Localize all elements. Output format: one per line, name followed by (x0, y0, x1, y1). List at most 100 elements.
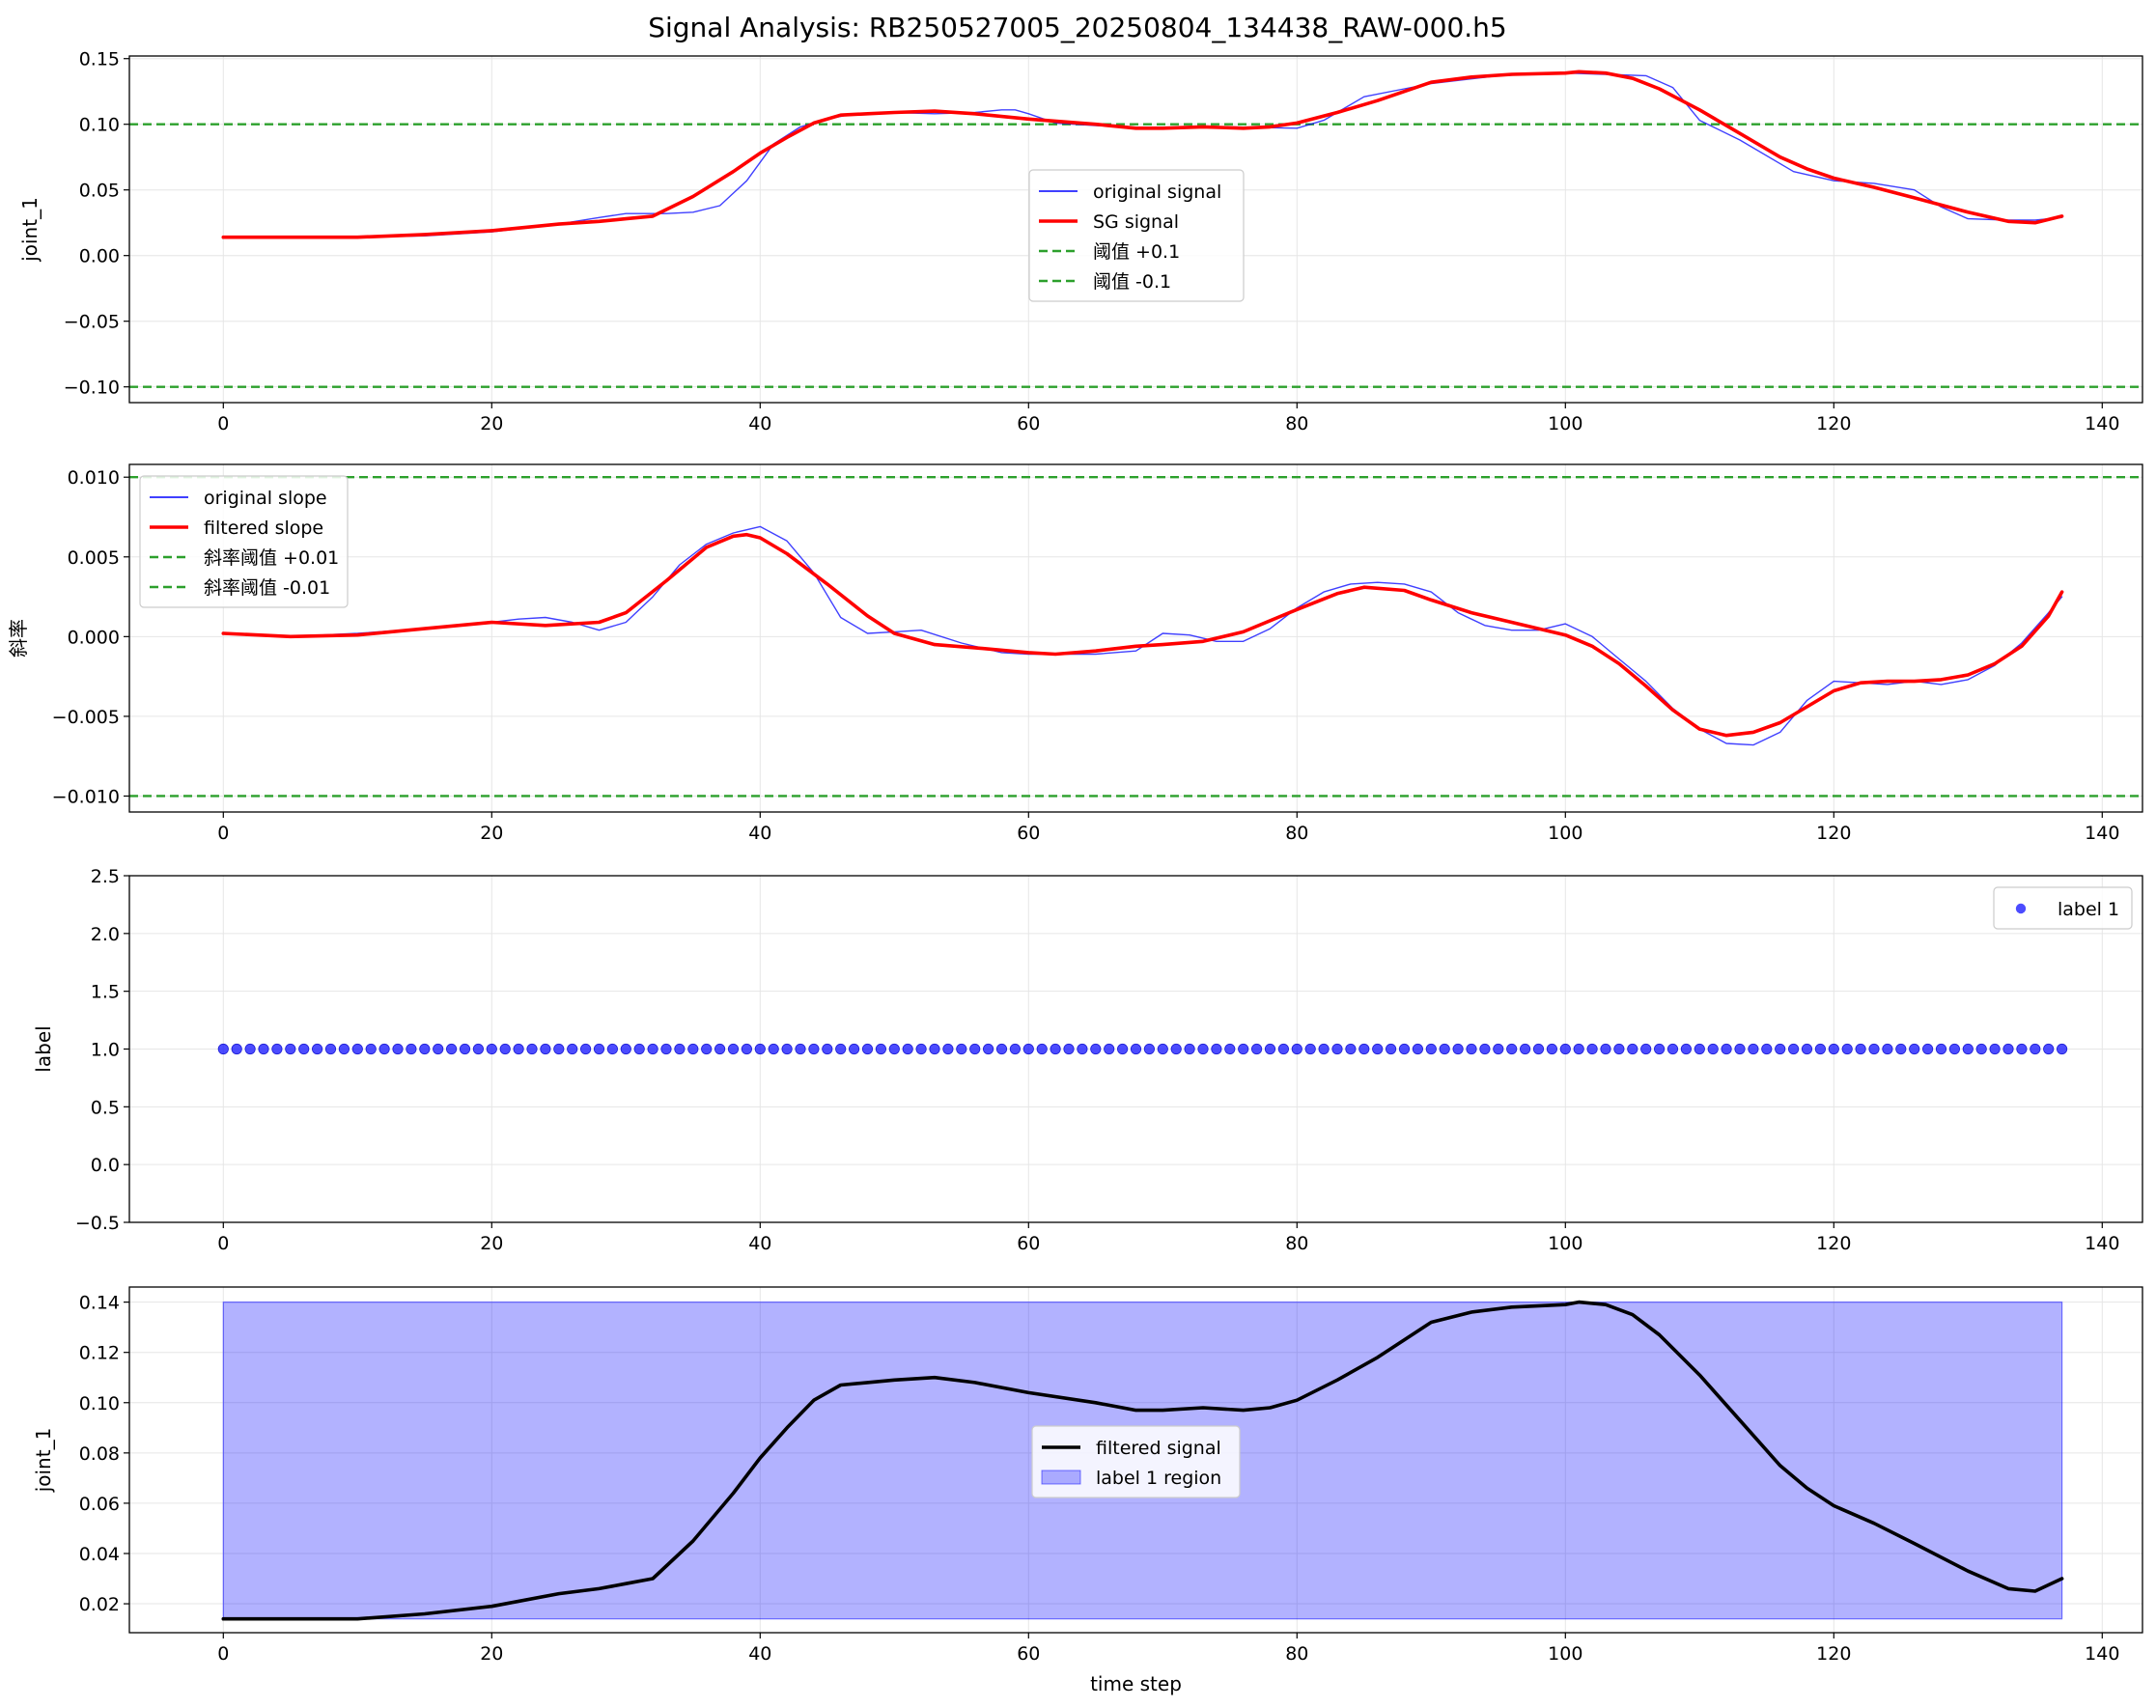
scatter-point (324, 1043, 337, 1055)
y-tick-label: 0.010 (68, 467, 120, 489)
scatter-point (338, 1043, 350, 1055)
scatter-point (217, 1043, 229, 1055)
x-tick-label: 120 (1816, 1233, 1851, 1254)
scatter-point (1761, 1043, 1773, 1055)
x-tick-label: 0 (217, 823, 229, 844)
scatter-point (875, 1043, 887, 1055)
y-tick-label: −0.05 (64, 312, 120, 333)
axes-frame (128, 463, 2143, 813)
legend-box (139, 475, 349, 608)
y-tick-label: 0.005 (68, 547, 120, 569)
scatter-point (1627, 1043, 1638, 1055)
legend-label: filtered slope (204, 518, 323, 539)
y-tick-label: −0.10 (64, 378, 120, 399)
y-tick-label: 0.0 (91, 1155, 120, 1176)
scatter-point (258, 1043, 269, 1055)
y-axis-label: label (32, 1025, 55, 1072)
scatter-point (835, 1043, 847, 1055)
scatter-point (1425, 1043, 1437, 1055)
axes-frame (128, 1286, 2143, 1634)
y-tick-label: −0.005 (52, 707, 120, 728)
scatter-point (1358, 1043, 1370, 1055)
y-tick-label: −0.010 (52, 786, 120, 807)
scatter-point (1439, 1043, 1450, 1055)
scatter-point (1211, 1043, 1222, 1055)
scatter-point (687, 1043, 699, 1055)
scatter-point (1386, 1043, 1397, 1055)
scatter-point (298, 1043, 310, 1055)
scatter-point (1251, 1043, 1263, 1055)
scatter-point (1479, 1043, 1491, 1055)
scatter-point (1775, 1043, 1786, 1055)
subplot-4: 0 20 40 60 80 100 120 1400.020.040.060.080.100.… (32, 1286, 2143, 1695)
scatter-point (419, 1043, 431, 1055)
legend-box (1993, 886, 2133, 930)
scatter-point (1748, 1043, 1759, 1055)
scatter-point (915, 1043, 927, 1055)
scatter-point (929, 1043, 940, 1055)
legend: filtered signal label 1 region (1031, 1425, 1241, 1498)
scatter-point (1600, 1043, 1611, 1055)
x-tick-label: 0 (217, 413, 229, 434)
legend: original slope filtered slope 斜率阈值 +0.01 斜率… (139, 475, 349, 608)
scatter-point (1828, 1043, 1839, 1055)
scatter-point (445, 1043, 458, 1055)
scatter-point (1546, 1043, 1558, 1055)
scatter-point (2016, 1043, 2028, 1055)
scatter-point (1559, 1043, 1571, 1055)
x-tick-label: 140 (2085, 823, 2119, 844)
scatter-point (244, 1043, 256, 1055)
y-tick-label: 0.08 (79, 1443, 120, 1465)
scatter-point (1398, 1043, 1411, 1055)
x-tick-label: 100 (1548, 1643, 1582, 1665)
x-axis: 0 20 40 60 80 100 120 140 (217, 1222, 2119, 1254)
x-tick-label: 0 (217, 1233, 229, 1254)
y-tick-label: −0.5 (75, 1213, 120, 1234)
axes-frame (128, 55, 2143, 404)
scatter-point (848, 1043, 860, 1055)
scatter-point (1224, 1043, 1236, 1055)
scatter-point (2057, 1043, 2068, 1055)
scatter-point (499, 1043, 511, 1055)
series-line (221, 1300, 2064, 1621)
scatter-point (433, 1043, 444, 1055)
scatter-point (472, 1043, 484, 1055)
y-tick-label: 2.0 (91, 924, 120, 945)
legend-label: 斜率阈值 +0.01 (204, 547, 339, 569)
scatter-point (1586, 1043, 1598, 1055)
scatter-point (1493, 1043, 1504, 1055)
scatter-point (1975, 1043, 1987, 1055)
scatter-point (1935, 1043, 1947, 1055)
scatter-point (1520, 1043, 1531, 1055)
scatter-point (1909, 1043, 1920, 1055)
scatter-point (1104, 1043, 1115, 1055)
scatter-point (1532, 1043, 1545, 1055)
scatter-point (1036, 1043, 1048, 1055)
x-tick-label: 20 (480, 1643, 503, 1665)
scatter-point (378, 1043, 390, 1055)
scatter-point (1452, 1043, 1464, 1055)
legend-label: 斜率阈值 -0.01 (204, 577, 330, 599)
scatter-point (365, 1043, 377, 1055)
scatter-point (351, 1043, 363, 1055)
scatter-point (1291, 1043, 1302, 1055)
x-tick-label: 120 (1816, 823, 1851, 844)
scatter-point (1989, 1043, 2001, 1055)
y-axis: −0.5 0.0 0.5 1.0 1.5 2.0 2.5 (75, 866, 129, 1234)
x-tick-label: 140 (2085, 413, 2119, 434)
x-tick-label: 120 (1816, 413, 1851, 434)
x-tick-label: 140 (2085, 1233, 2119, 1254)
scatter-point (1814, 1043, 1827, 1055)
scatter-point (1009, 1043, 1022, 1055)
scatter-point (486, 1043, 497, 1055)
x-axis: 0 20 40 60 80 100 120 140 (217, 1633, 2119, 1665)
scatter-point (768, 1043, 779, 1055)
scatter-point (1318, 1043, 1330, 1055)
x-axis-label: time step (1090, 1672, 1182, 1695)
x-tick-label: 40 (748, 823, 771, 844)
scatter-point (311, 1043, 323, 1055)
y-tick-label: 1.0 (91, 1040, 120, 1061)
legend-label: label 1 (2058, 899, 2119, 920)
y-tick-label: 0.14 (79, 1293, 120, 1314)
